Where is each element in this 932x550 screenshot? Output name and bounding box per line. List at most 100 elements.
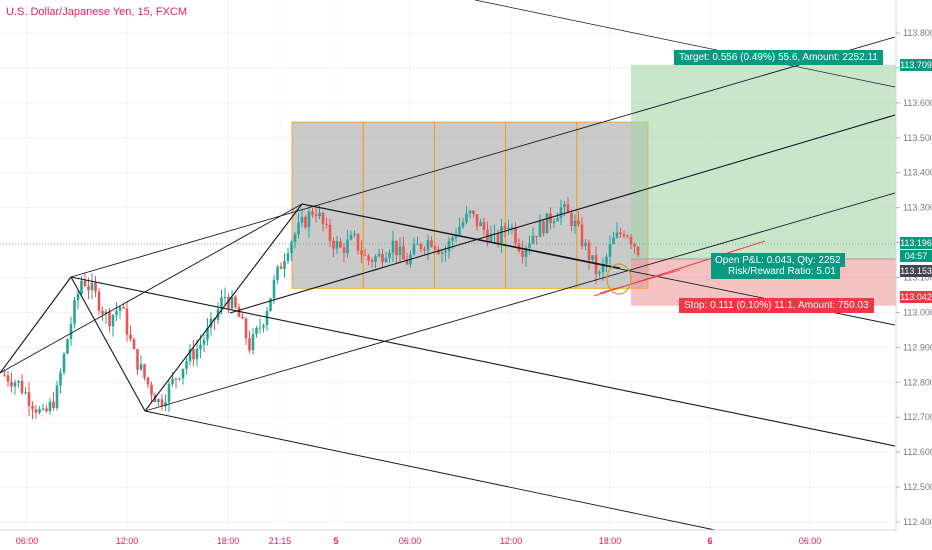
candle-body	[146, 377, 150, 385]
candle-body	[69, 323, 73, 340]
candle-body	[356, 233, 360, 251]
price-tick-label: 112.800	[903, 377, 932, 387]
candle-body	[626, 235, 629, 238]
candle-body	[115, 310, 118, 315]
candle-body	[335, 241, 339, 249]
long-position-tool[interactable]	[0, 64, 896, 306]
candle-body	[332, 240, 335, 249]
candle-body	[87, 286, 90, 291]
candle-body	[321, 212, 325, 224]
candle-body	[388, 252, 391, 259]
candle-body	[419, 243, 423, 250]
range-box	[433, 121, 506, 289]
candle-body	[433, 246, 437, 250]
candle-body	[570, 212, 573, 227]
candle-body	[160, 399, 164, 407]
candle-body	[556, 217, 559, 222]
candle-body	[493, 233, 496, 235]
candle-body	[220, 297, 223, 310]
candle-body	[188, 349, 192, 362]
candle-body	[251, 334, 255, 351]
candle-body	[276, 266, 279, 280]
trend-line	[70, 276, 146, 412]
candle-body	[286, 253, 290, 262]
trend-line	[599, 269, 681, 294]
price-tick-label: 112.500	[903, 482, 932, 492]
candle-body	[290, 241, 293, 254]
candle-body	[38, 409, 41, 413]
price-tick-label: 112.700	[903, 412, 932, 422]
candle-body	[136, 349, 139, 370]
candle-body	[594, 255, 598, 274]
candle-body	[192, 349, 195, 360]
highlight-ellipse	[606, 263, 632, 295]
candle-body	[468, 210, 472, 214]
candle-body	[454, 234, 458, 238]
candle-body	[580, 224, 584, 246]
candle-body	[304, 217, 307, 228]
trend-line	[229, 114, 896, 314]
time-tick-label: 6	[707, 536, 712, 546]
candle-body	[360, 250, 363, 255]
stop-price-tag: 113.042	[900, 291, 932, 303]
candle-body	[94, 282, 97, 292]
candle-body	[381, 253, 384, 262]
open-pl-label: Open P&L: 0.043, Qty: 2252	[711, 253, 845, 267]
candle-body	[48, 401, 52, 412]
trend-line	[0, 203, 303, 374]
range-box	[291, 121, 364, 289]
candle-body	[269, 298, 272, 312]
time-tick-label: 06:00	[799, 536, 822, 546]
time-tick-label: 18:00	[599, 536, 622, 546]
candle-body	[27, 392, 31, 406]
range-box	[362, 121, 435, 289]
trend-line	[144, 203, 303, 412]
candle-body	[521, 250, 524, 258]
candle-body	[353, 233, 356, 235]
candle-body	[311, 211, 314, 215]
price-tick-label: 113.600	[903, 98, 932, 108]
price-tick-label: 113.000	[903, 307, 932, 317]
candle-body	[507, 227, 510, 230]
candle-body	[384, 258, 388, 262]
candle-body	[405, 259, 409, 265]
price-tick-label: 113.500	[903, 133, 932, 143]
candle-body	[108, 311, 111, 327]
candle-body	[24, 392, 27, 394]
trend-line	[0, 276, 72, 374]
candle-body	[167, 383, 171, 403]
candle-body	[615, 232, 619, 238]
price-tick-label: 112.400	[903, 517, 932, 527]
candle-body	[97, 291, 101, 311]
candle-body	[591, 255, 594, 260]
candle-body	[444, 251, 447, 253]
candle-body	[125, 308, 129, 335]
candle-body	[10, 381, 13, 387]
time-axis[interactable]: 06:00 12:00 18:00 21:15 5 06:00 12:00 18:00 6 06:…	[0, 529, 896, 546]
candle-body	[391, 240, 395, 253]
trend-line	[144, 192, 896, 412]
candle-body	[279, 266, 283, 269]
candle-body	[447, 240, 451, 252]
trend-drawings[interactable]	[0, 0, 896, 531]
candle-body	[143, 364, 146, 378]
candle-body	[367, 255, 370, 261]
candle-body	[395, 240, 398, 256]
candle-body	[17, 380, 20, 383]
candle-body	[76, 294, 80, 301]
candle-body	[587, 242, 591, 260]
candle-body	[437, 249, 440, 254]
candle-body	[181, 368, 185, 379]
candle-body	[601, 263, 605, 273]
candle-body	[139, 364, 143, 370]
candle-body	[209, 318, 213, 328]
candle-body	[307, 211, 311, 228]
candle-body	[202, 339, 206, 345]
candle-body	[272, 279, 276, 299]
candle-body	[314, 214, 318, 217]
candle-body	[297, 222, 300, 235]
candle-body	[206, 327, 209, 340]
candle-body	[479, 222, 482, 227]
candle-body	[510, 227, 514, 229]
